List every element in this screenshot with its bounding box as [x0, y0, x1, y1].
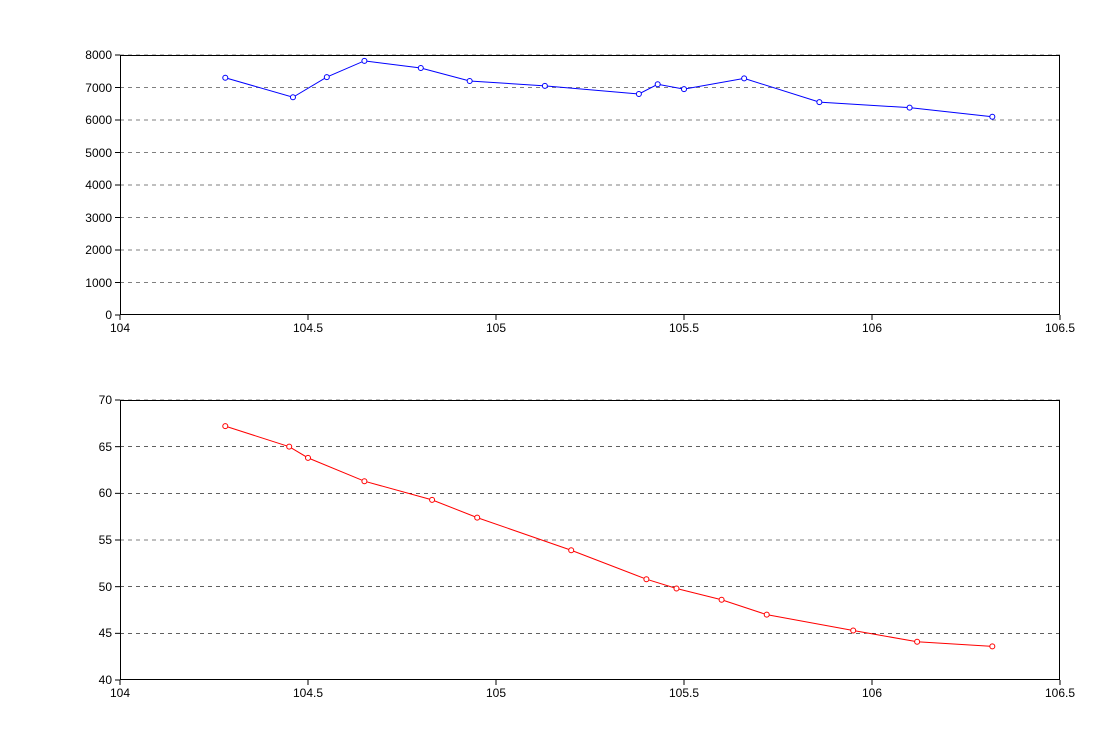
figure-canvas: 104104.5105105.5106106.50100020003000400…	[0, 0, 1118, 740]
xtick-label: 105	[486, 686, 506, 700]
xtick-label: 106	[862, 686, 882, 700]
bottom-chart-svg	[0, 0, 1118, 740]
bottom-chart-line	[225, 426, 992, 646]
ytick-label: 45	[99, 626, 112, 640]
bottom-chart-marker	[475, 515, 480, 520]
bottom-chart-marker	[990, 644, 995, 649]
ytick-label: 60	[99, 486, 112, 500]
ytick-label: 55	[99, 533, 112, 547]
bottom-chart-marker	[719, 597, 724, 602]
bottom-chart-marker	[915, 639, 920, 644]
xtick-label: 104	[110, 686, 130, 700]
xtick-label: 104.5	[293, 686, 323, 700]
bottom-chart-marker	[430, 497, 435, 502]
bottom-chart-marker	[306, 455, 311, 460]
ytick-label: 65	[99, 440, 112, 454]
bottom-chart-marker	[287, 444, 292, 449]
bottom-chart-marker	[644, 577, 649, 582]
bottom-chart-marker	[764, 612, 769, 617]
bottom-chart-marker	[223, 424, 228, 429]
xtick-label: 105.5	[669, 686, 699, 700]
xtick-label: 106.5	[1045, 686, 1075, 700]
bottom-chart-marker	[362, 479, 367, 484]
bottom-chart-marker	[851, 628, 856, 633]
bottom-chart-marker	[569, 548, 574, 553]
ytick-label: 70	[99, 393, 112, 407]
bottom-chart-marker	[674, 586, 679, 591]
ytick-label: 50	[99, 580, 112, 594]
ytick-label: 40	[99, 673, 112, 687]
